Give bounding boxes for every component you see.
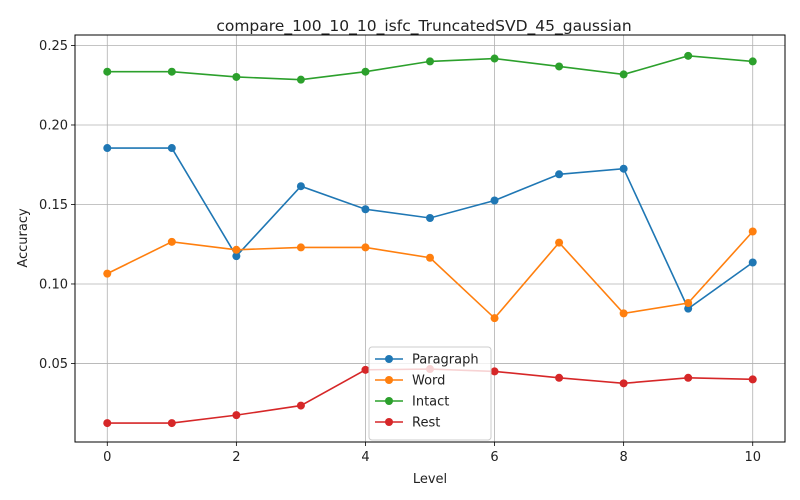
- legend-marker-word: [385, 376, 393, 384]
- legend-marker-rest: [385, 418, 393, 426]
- x-tick-label: 4: [361, 450, 369, 465]
- data-point-rest: [296, 401, 305, 410]
- data-point-word: [103, 269, 112, 278]
- data-point-rest: [490, 367, 499, 376]
- data-point-word: [490, 314, 499, 323]
- x-axis-label: Level: [413, 472, 447, 487]
- data-point-intact: [490, 54, 499, 63]
- ticks: 0 2 4 6 8 10 0.05 0.10 0.15 0.20 0.25: [39, 39, 761, 465]
- legend: Paragraph Word Intact Rest: [368, 346, 492, 441]
- axes-frame: [74, 34, 786, 443]
- legend-box: [368, 346, 492, 441]
- data-point-intact: [103, 67, 112, 76]
- data-point-paragraph: [619, 164, 628, 173]
- data-point-rest: [361, 365, 370, 374]
- data-point-paragraph: [426, 213, 434, 222]
- data-point-intact: [426, 57, 434, 66]
- legend-label-intact: Intact: [412, 395, 449, 410]
- data-point-rest: [748, 375, 757, 384]
- chart-title: compare_100_10_10_isfc_TruncatedSVD_45_g…: [216, 17, 631, 36]
- y-tick-label: 0.10: [39, 277, 68, 292]
- x-tick-label: 2: [232, 450, 240, 465]
- data-point-intact: [684, 51, 693, 60]
- legend-marker-paragraph: [385, 355, 393, 363]
- data-point-intact: [748, 57, 757, 66]
- x-tick-label: 6: [490, 450, 498, 465]
- x-tick-label: 0: [103, 450, 111, 465]
- data-point-rest: [619, 379, 628, 388]
- data-point-paragraph: [167, 144, 176, 153]
- data-point-rest: [555, 373, 564, 382]
- data-point-word: [555, 238, 564, 247]
- legend-label-word: Word: [412, 374, 445, 389]
- x-tick-label: 8: [619, 450, 627, 465]
- y-tick-label: 0.15: [39, 198, 68, 213]
- data-point-word: [361, 243, 370, 252]
- data-point-intact: [361, 67, 370, 76]
- data-point-word: [748, 227, 757, 236]
- data-point-intact: [167, 67, 176, 76]
- data-point-rest: [684, 373, 693, 382]
- data-point-rest: [232, 411, 241, 420]
- data-point-word: [296, 243, 305, 252]
- legend-label-rest: Rest: [412, 416, 440, 431]
- data-point-paragraph: [684, 304, 693, 313]
- data-point-rest: [103, 419, 112, 428]
- data-point-intact: [619, 70, 628, 79]
- y-axis-label: Accuracy: [16, 208, 31, 268]
- data-point-paragraph: [361, 205, 370, 214]
- data-point-paragraph: [103, 144, 112, 153]
- y-tick-label: 0.20: [39, 118, 68, 133]
- y-tick-label: 0.05: [39, 357, 68, 372]
- data-point-paragraph: [555, 170, 564, 179]
- data-point-paragraph: [296, 182, 305, 191]
- x-tick-label: 10: [744, 450, 761, 465]
- data-point-paragraph: [748, 258, 757, 267]
- data-point-intact: [296, 75, 305, 84]
- legend-label-paragraph: Paragraph: [412, 353, 479, 368]
- data-point-word: [167, 237, 176, 246]
- data-point-word: [426, 253, 434, 262]
- data-point-paragraph: [232, 252, 241, 261]
- data-point-rest: [167, 419, 176, 428]
- data-point-word: [684, 299, 693, 308]
- grid: [75, 35, 785, 442]
- data-point-word: [232, 245, 241, 254]
- data-point-intact: [232, 72, 241, 81]
- y-tick-label: 0.25: [39, 39, 68, 54]
- legend-marker-intact: [385, 397, 393, 405]
- data-point-paragraph: [490, 196, 499, 205]
- data-point-intact: [555, 62, 564, 71]
- data-point-word: [619, 309, 628, 318]
